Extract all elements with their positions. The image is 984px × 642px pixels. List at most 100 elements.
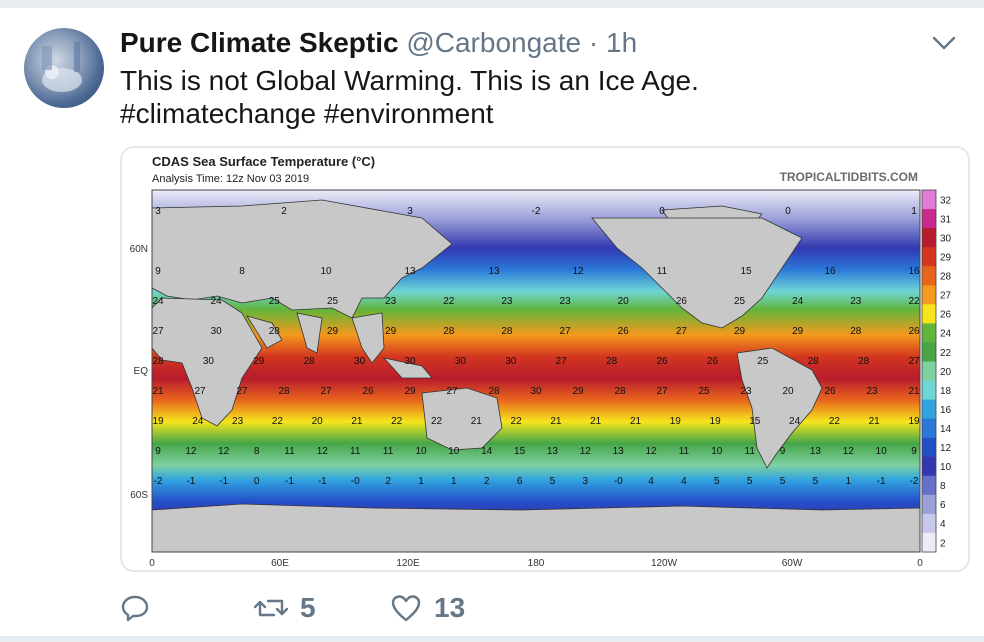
colorbar-swatch xyxy=(922,456,936,477)
sst-value: 1 xyxy=(911,206,917,217)
like-button[interactable]: 13 xyxy=(390,588,465,628)
colorbar-label: 4 xyxy=(940,519,946,530)
bottom-divider xyxy=(0,636,984,642)
sst-value: -0 xyxy=(614,476,623,487)
sst-value: 12 xyxy=(218,446,230,457)
timestamp[interactable]: 1h xyxy=(606,27,638,58)
map-source: TROPICALTIDBITS.COM xyxy=(780,170,918,184)
sst-value: 23 xyxy=(866,386,878,397)
colorbar-swatch xyxy=(922,190,936,210)
sst-value: 21 xyxy=(152,386,164,397)
sst-value: 22 xyxy=(443,296,455,307)
sst-value: -1 xyxy=(219,476,228,487)
sst-value: 1 xyxy=(846,476,852,487)
sst-value: 27 xyxy=(236,386,248,397)
sst-value: 10 xyxy=(711,446,723,457)
colorbar-label: 29 xyxy=(940,253,952,264)
sst-value: 27 xyxy=(656,386,668,397)
sst-value: 30 xyxy=(455,356,467,367)
colorbar-swatch xyxy=(922,247,936,267)
sst-value: 28 xyxy=(152,356,164,367)
sst-value: 12 xyxy=(185,446,197,457)
reply-icon xyxy=(121,595,149,622)
sst-value: 1 xyxy=(451,476,457,487)
colorbar-swatch xyxy=(922,323,936,343)
sst-value: 21 xyxy=(630,416,642,427)
sst-value: -2 xyxy=(532,206,541,217)
sst-value: 28 xyxy=(808,356,820,367)
handle[interactable]: @Carbongate xyxy=(406,27,582,58)
colorbar-swatch xyxy=(922,532,936,553)
sst-value: 4 xyxy=(681,476,687,487)
avatar[interactable] xyxy=(24,28,104,108)
colorbar-swatch xyxy=(922,228,936,248)
sst-value: 3 xyxy=(155,206,161,217)
sst-value: 12 xyxy=(645,446,657,457)
reply-button[interactable] xyxy=(120,588,150,628)
sst-value: 19 xyxy=(670,416,682,427)
retweet-count: 5 xyxy=(300,592,316,623)
sst-value: 6 xyxy=(517,476,523,487)
colorbar-label: 10 xyxy=(940,462,952,473)
lon-label: 0 xyxy=(149,558,155,569)
sst-value: 26 xyxy=(824,386,836,397)
sst-value: 12 xyxy=(580,446,592,457)
sst-value: 28 xyxy=(304,356,316,367)
sst-value: 28 xyxy=(501,326,513,337)
colorbar-swatch xyxy=(922,494,936,515)
sst-value: 29 xyxy=(572,386,584,397)
colorbar-label: 28 xyxy=(940,272,952,283)
colorbar-swatch xyxy=(922,361,936,382)
tweet-text-line1: This is not Global Warming. This is an I… xyxy=(120,65,699,96)
sst-value: 28 xyxy=(614,386,626,397)
sst-value: 29 xyxy=(253,356,265,367)
sst-value: 10 xyxy=(320,266,332,277)
sst-value: 24 xyxy=(211,296,223,307)
colorbar-swatch xyxy=(922,209,936,229)
display-name[interactable]: Pure Climate Skeptic xyxy=(120,27,399,58)
sst-value: 27 xyxy=(152,326,164,337)
sst-value: 2 xyxy=(281,206,287,217)
sst-value: 29 xyxy=(327,326,339,337)
sst-value: 2 xyxy=(385,476,391,487)
like-count: 13 xyxy=(434,592,466,623)
colorbar-label: 16 xyxy=(940,405,952,416)
sst-value: 20 xyxy=(312,416,324,427)
sst-value: 25 xyxy=(269,296,281,307)
sst-value: -1 xyxy=(285,476,294,487)
sst-value: 27 xyxy=(556,356,568,367)
sst-value: -1 xyxy=(186,476,195,487)
colorbar-label: 26 xyxy=(940,310,952,321)
sst-value: 27 xyxy=(320,386,332,397)
sst-value: 13 xyxy=(547,446,559,457)
sst-value: 13 xyxy=(404,266,416,277)
sst-value: 25 xyxy=(757,356,769,367)
sst-value: -2 xyxy=(910,476,919,487)
sst-value: 29 xyxy=(734,326,746,337)
sst-value: 21 xyxy=(590,416,602,427)
sst-value: 13 xyxy=(810,446,822,457)
sst-value: 21 xyxy=(908,386,920,397)
media-card[interactable]: CDAS Sea Surface Temperature (°C) Analys… xyxy=(120,146,970,572)
heart-icon xyxy=(391,595,421,622)
sst-value: 26 xyxy=(908,326,920,337)
sst-value: 28 xyxy=(443,326,455,337)
sst-value: 30 xyxy=(211,326,223,337)
sst-value: 25 xyxy=(734,296,746,307)
sst-value: 10 xyxy=(448,446,460,457)
chevron-down-icon[interactable] xyxy=(932,34,956,52)
sst-value: 22 xyxy=(908,296,920,307)
sst-value: 26 xyxy=(656,356,668,367)
sst-value: 15 xyxy=(749,416,761,427)
sst-value: 25 xyxy=(327,296,339,307)
sst-value: 10 xyxy=(415,446,427,457)
retweet-button[interactable]: 5 xyxy=(254,588,316,628)
colorbar-label: 6 xyxy=(940,500,946,511)
sst-value: 0 xyxy=(659,206,665,217)
tweet-header: Pure Climate Skeptic @Carbongate · 1h xyxy=(120,26,637,60)
tweet-text-hashtags[interactable]: #climatechange #environment xyxy=(120,98,494,129)
sst-value: 29 xyxy=(792,326,804,337)
sst-value: 30 xyxy=(354,356,366,367)
sst-value: 11 xyxy=(657,266,668,277)
